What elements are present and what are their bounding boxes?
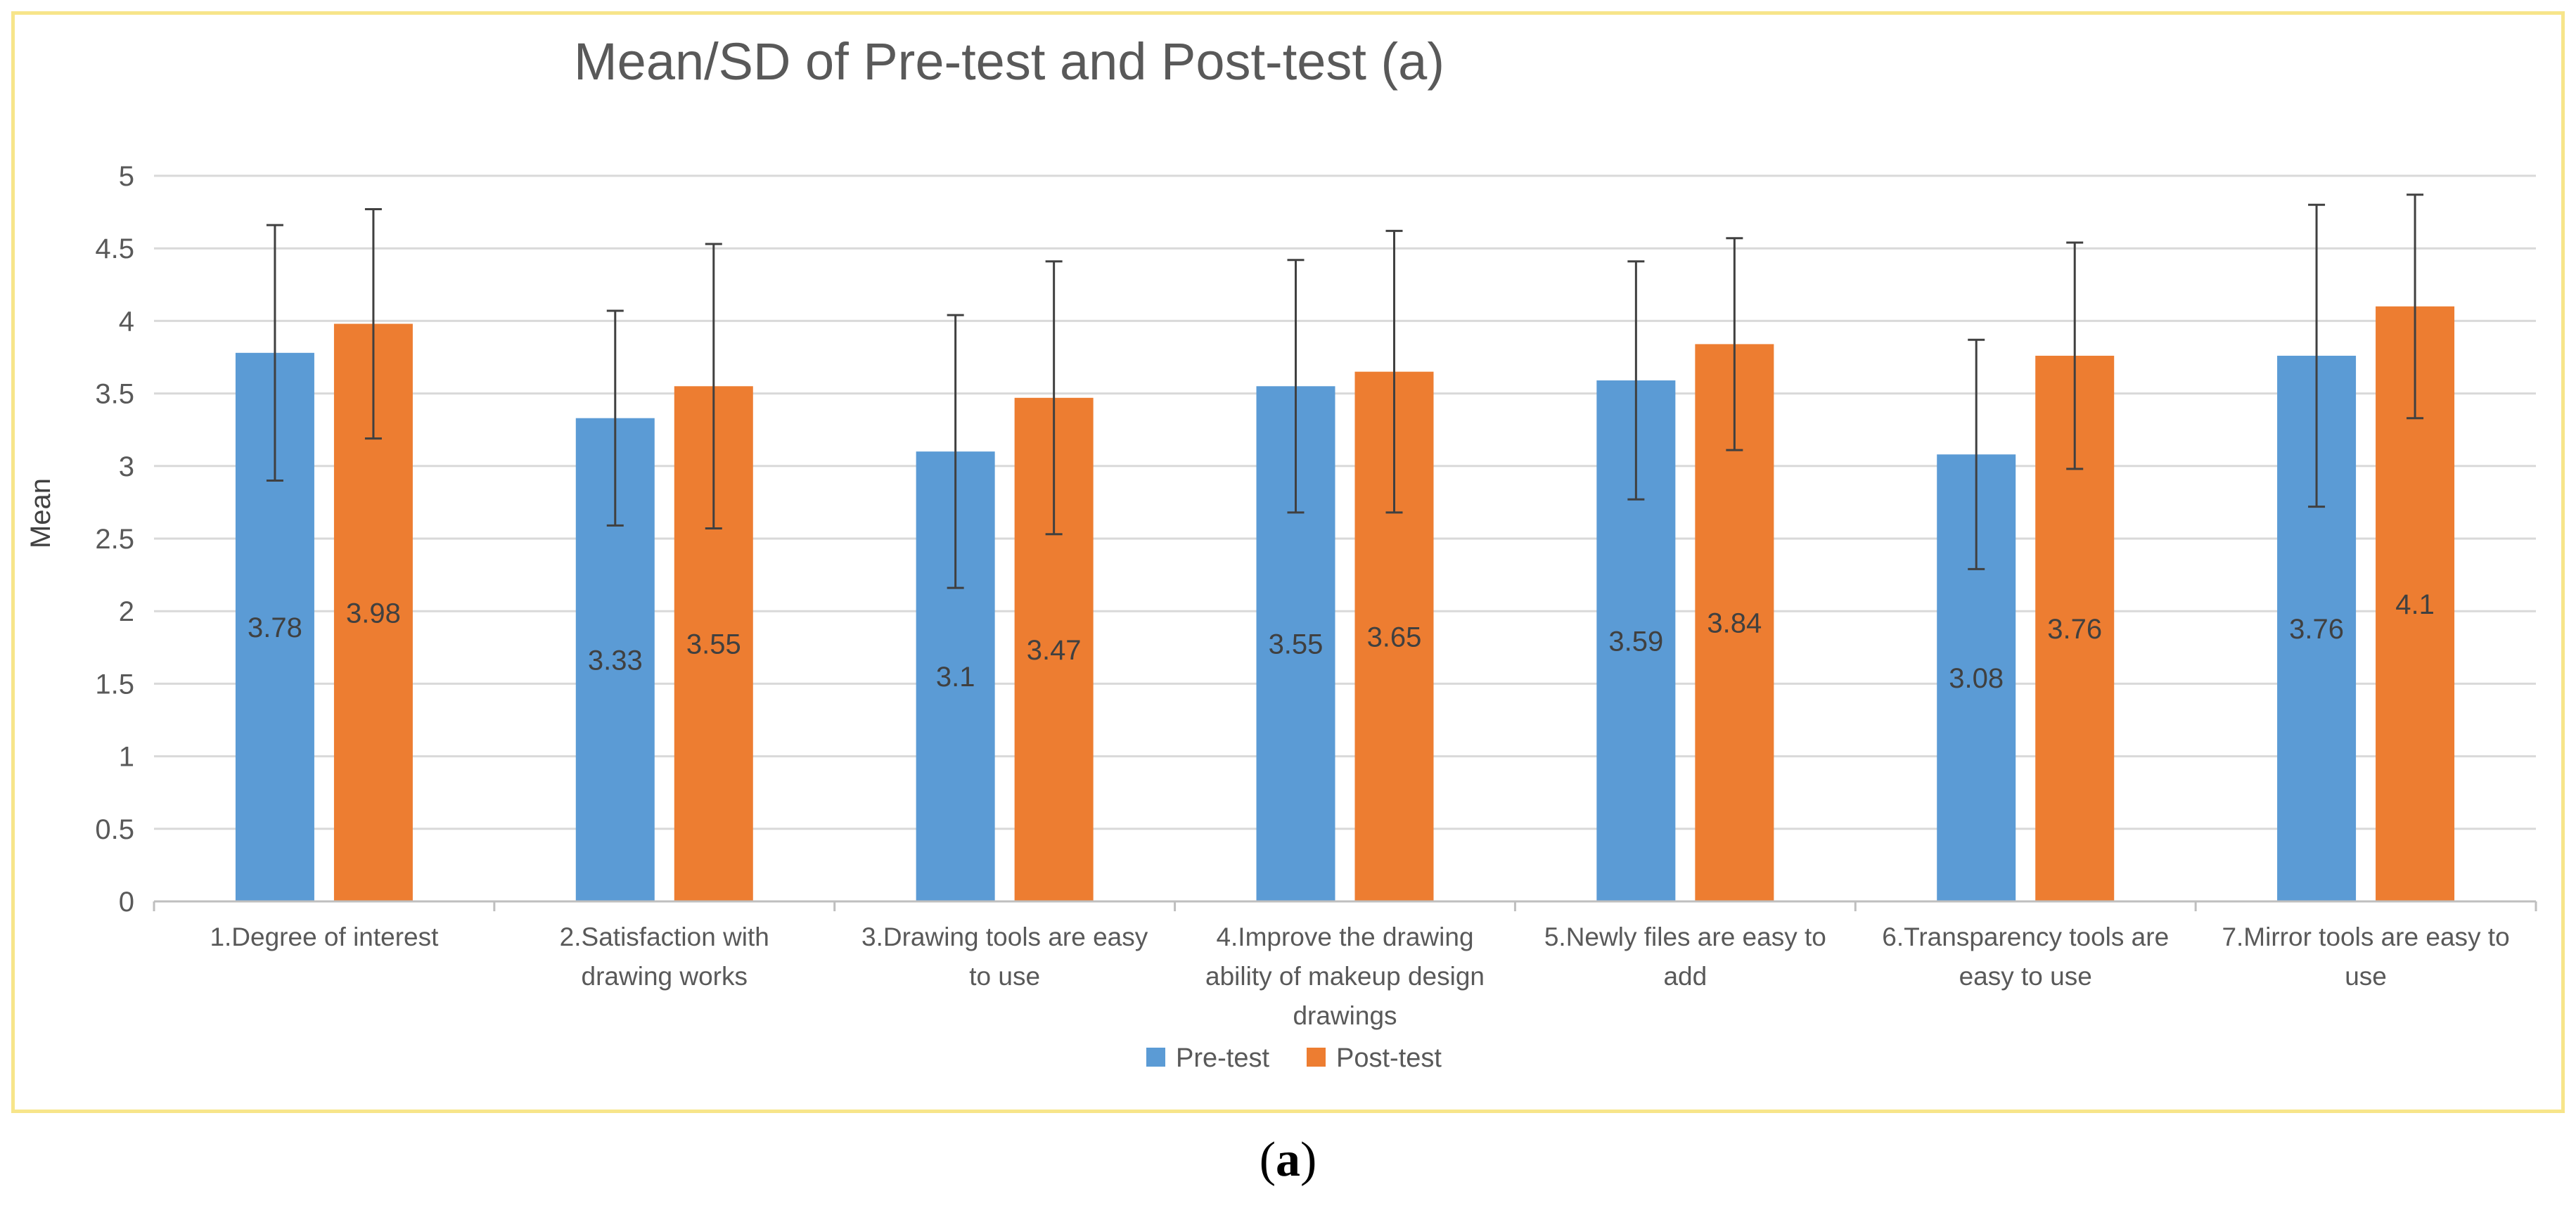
- gridlines: [154, 174, 2536, 830]
- x-category-label-line: 6.Transparency tools are: [1882, 922, 2169, 951]
- x-category-label-line: add: [1663, 962, 1707, 991]
- x-category-label-line: to use: [969, 962, 1040, 991]
- x-category-label-line: 1.Degree of interest: [210, 922, 439, 951]
- x-category-label-line: 5.Newly files are easy to: [1544, 922, 1826, 951]
- x-category-label: 6.Transparency tools are easy to use: [1882, 922, 2169, 991]
- data-label: 3.84: [1707, 608, 1762, 639]
- data-label: 3.08: [1949, 663, 2004, 694]
- y-tick-label: 2: [119, 596, 134, 627]
- x-axis-categories: 1.Degree of interest 2.Satisfaction with d…: [210, 922, 2509, 1030]
- pre-test-legend-swatch: [1146, 1048, 1165, 1067]
- legend: Pre-test Post-test: [1146, 1043, 1442, 1073]
- chart-title: Mean/SD of Pre-test and Post-test (a): [574, 32, 1444, 91]
- x-category-label: 3.Drawing tools are easy to use: [861, 922, 1148, 991]
- x-category-label: 2.Satisfaction with drawing works: [560, 922, 769, 991]
- y-tick-label: 1: [119, 742, 134, 773]
- caption-open-paren: (: [1259, 1133, 1276, 1187]
- data-label: 3.59: [1608, 626, 1663, 657]
- figure-caption: (a): [0, 1132, 2576, 1188]
- caption-close-paren: ): [1300, 1133, 1317, 1187]
- x-category-label-line: 2.Satisfaction with: [560, 922, 769, 951]
- y-tick-label: 2.5: [95, 524, 134, 555]
- bars: [235, 306, 2455, 902]
- data-label: 3.98: [346, 598, 401, 629]
- data-label: 3.76: [2289, 614, 2344, 645]
- y-tick-label: 4: [119, 306, 134, 337]
- chart-frame: Mean/SD of Pre-test and Post-test (a) Me…: [11, 11, 2565, 1113]
- bar-chart: Mean/SD of Pre-test and Post-test (a) Me…: [25, 32, 2537, 1073]
- data-label: 3.33: [588, 645, 643, 676]
- x-category-label-line: use: [2345, 962, 2387, 991]
- data-labels: 3.78 3.98 3.33 3.55 3.1 3.47 3.55 3.65 3.59 3.84 3…: [248, 589, 2435, 694]
- data-label: 3.76: [2047, 614, 2102, 645]
- axes: [153, 900, 2537, 911]
- data-label: 3.47: [1027, 635, 1082, 666]
- post-test-legend-swatch: [1307, 1048, 1326, 1067]
- legend-entry-label: Post-test: [1336, 1043, 1442, 1073]
- data-label: 3.1: [936, 662, 975, 693]
- y-tick-label: 4.5: [95, 233, 134, 264]
- x-category-label-line: ability of makeup design: [1205, 962, 1485, 991]
- x-category-label-line: 7.Mirror tools are easy to: [2222, 922, 2509, 951]
- x-category-label: 5.Newly files are easy to add: [1544, 922, 1826, 991]
- y-axis-ticks: 0 0.5 1 1.5 2 2.5 3 3.5 4 4.5 5: [95, 161, 134, 918]
- y-tick-label: 1.5: [95, 669, 134, 700]
- x-category-label-line: drawings: [1293, 1001, 1397, 1030]
- data-label: 3.78: [248, 612, 302, 643]
- caption-letter: a: [1276, 1133, 1300, 1187]
- y-tick-label: 0: [119, 887, 134, 918]
- data-label: 3.65: [1367, 622, 1422, 652]
- x-category-label-line: easy to use: [1959, 962, 2092, 991]
- x-category-label: 7.Mirror tools are easy to use: [2222, 922, 2509, 991]
- y-tick-label: 0.5: [95, 814, 134, 845]
- x-category-label: 1.Degree of interest: [210, 922, 439, 951]
- legend-entry-label: Pre-test: [1176, 1043, 1269, 1073]
- y-tick-label: 3.5: [95, 379, 134, 410]
- data-label: 3.55: [686, 629, 741, 660]
- x-category-label-line: 4.Improve the drawing: [1216, 922, 1473, 951]
- y-tick-label: 5: [119, 161, 134, 192]
- x-category-label-line: 3.Drawing tools are easy: [861, 922, 1148, 951]
- x-category-label: 4.Improve the drawing ability of makeup d…: [1205, 922, 1485, 1030]
- y-axis-label: Mean: [25, 478, 56, 548]
- data-label: 3.55: [1269, 629, 1324, 660]
- data-label: 4.1: [2395, 589, 2435, 620]
- y-tick-label: 3: [119, 451, 134, 482]
- x-category-label-line: drawing works: [582, 962, 748, 991]
- error-bars: [266, 193, 2424, 589]
